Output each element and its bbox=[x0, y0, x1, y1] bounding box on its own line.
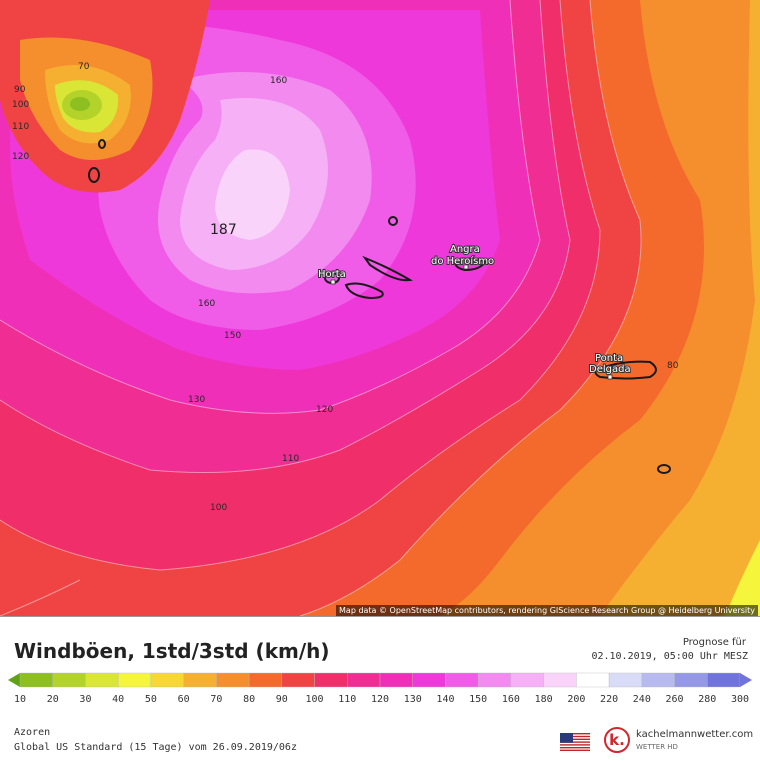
scale-swatch bbox=[183, 672, 217, 688]
us-flag-icon[interactable] bbox=[560, 733, 590, 751]
island-corvo bbox=[98, 139, 106, 149]
map-title: Windböen, 1std/3std (km/h) bbox=[14, 639, 330, 663]
contour-label: 70 bbox=[78, 62, 90, 72]
region-name: Azoren bbox=[14, 727, 51, 738]
contour-label: 90 bbox=[14, 85, 26, 95]
band-50 bbox=[725, 540, 760, 616]
contour-label: 160 bbox=[270, 76, 287, 86]
scale-tick-label: 180 bbox=[535, 694, 553, 705]
contour-label: 80 bbox=[667, 361, 679, 371]
map-attribution: Map data © OpenStreetMap contributors, r… bbox=[336, 605, 758, 616]
scale-swatch bbox=[445, 672, 479, 688]
scale-swatch bbox=[379, 672, 413, 688]
contour-label: 100 bbox=[210, 503, 227, 513]
scale-swatch bbox=[216, 672, 250, 688]
scale-swatch bbox=[117, 672, 152, 688]
scale-tick-label: 140 bbox=[436, 694, 454, 705]
scale-tick-label: 150 bbox=[469, 694, 487, 705]
map-svg: 70 90 100 110 120 160 160 150 130 120 11… bbox=[0, 0, 760, 616]
scale-swatch bbox=[52, 672, 86, 688]
island-santa-maria bbox=[657, 464, 671, 474]
contour-label: 160 bbox=[198, 299, 215, 309]
contour-label: 100 bbox=[12, 100, 29, 110]
scale-swatch bbox=[281, 672, 315, 688]
max-gust-label: 187 bbox=[210, 222, 237, 238]
island-terceira bbox=[453, 257, 487, 272]
scale-tick-label: 130 bbox=[404, 694, 422, 705]
scale-swatch bbox=[641, 672, 675, 688]
city-marker-angra[interactable] bbox=[463, 264, 469, 270]
island-sao-miguel bbox=[594, 360, 657, 380]
scale-swatch bbox=[510, 672, 544, 688]
city-label-angra: Angra bbox=[450, 244, 480, 255]
scale-tick-label: 80 bbox=[243, 694, 255, 705]
band-200 bbox=[215, 149, 290, 240]
scale-tick-label: 30 bbox=[79, 694, 91, 705]
scale-swatch bbox=[85, 672, 119, 688]
forecast-time: 02.10.2019, 05:00 Uhr MESZ bbox=[591, 651, 748, 662]
scale-swatch bbox=[477, 672, 512, 688]
city-label-horta: Horta bbox=[318, 269, 346, 280]
scale-swatch bbox=[674, 672, 708, 688]
city-label-delgada: Delgada bbox=[589, 364, 631, 375]
kachelmann-logo[interactable]: k. kachelmannwetter.com WETTER HD bbox=[604, 725, 754, 757]
island-graciosa bbox=[388, 216, 398, 226]
scale-tick-label: 260 bbox=[666, 694, 684, 705]
scale-swatch bbox=[543, 672, 577, 688]
island-flores bbox=[88, 167, 100, 183]
scale-tick-label: 160 bbox=[502, 694, 520, 705]
model-run: Global US Standard (15 Tage) vom 26.09.2… bbox=[14, 742, 297, 753]
contour-lines bbox=[0, 0, 642, 616]
color-scale: 10 20 30 40 50 60 70 80 90 100 110 120 130 140 150 160 1… bbox=[8, 672, 752, 705]
wind-gust-map[interactable]: 70 90 100 110 120 160 160 150 130 120 11… bbox=[0, 0, 760, 616]
city-marker-ponta-delgada[interactable] bbox=[607, 374, 613, 380]
scale-swatch bbox=[150, 672, 184, 688]
forecast-label: Prognose für bbox=[682, 637, 746, 648]
contour-label: 110 bbox=[12, 122, 29, 132]
scale-swatch bbox=[576, 672, 610, 688]
contour-label: 110 bbox=[282, 454, 299, 464]
scale-tick-label: 300 bbox=[731, 694, 749, 705]
scale-swatch bbox=[707, 672, 741, 688]
scale-tick-label: 100 bbox=[306, 694, 324, 705]
city-marker-horta[interactable] bbox=[330, 279, 336, 285]
island-sao-jorge bbox=[362, 255, 413, 282]
contour-label: 130 bbox=[188, 395, 205, 405]
calm-core bbox=[70, 97, 90, 111]
kachelmann-logo-icon: k. bbox=[604, 727, 630, 753]
scale-tick-label: 10 bbox=[14, 694, 26, 705]
scale-swatch bbox=[248, 672, 283, 688]
scale-tick-label: 70 bbox=[210, 694, 222, 705]
islands bbox=[88, 139, 671, 474]
scale-tick-label: 40 bbox=[112, 694, 124, 705]
scale-arrow-low bbox=[8, 673, 20, 687]
scale-tick-label: 200 bbox=[567, 694, 585, 705]
scale-tick-label: 240 bbox=[633, 694, 651, 705]
city-label-ponta: Ponta bbox=[595, 353, 623, 364]
scale-swatch bbox=[412, 672, 446, 688]
scale-swatch bbox=[347, 672, 381, 688]
scale-swatch bbox=[19, 672, 53, 688]
scale-tick-label: 60 bbox=[178, 694, 190, 705]
logo-subtitle: WETTER HD bbox=[636, 743, 678, 751]
city-label-angra-2: do Heroísmo bbox=[431, 255, 494, 267]
scale-swatch bbox=[314, 672, 348, 688]
legend-footer: Windböen, 1std/3std (km/h) Prognose für … bbox=[0, 616, 760, 761]
scale-tick-label: 280 bbox=[698, 694, 716, 705]
logo-name: kachelmannwetter.com bbox=[636, 729, 754, 740]
island-pico bbox=[344, 282, 384, 300]
contour-label: 120 bbox=[316, 405, 333, 415]
scale-swatch bbox=[608, 672, 643, 688]
contour-label: 150 bbox=[224, 331, 241, 341]
contour-label: 120 bbox=[12, 152, 29, 162]
scale-tick-label: 110 bbox=[338, 694, 356, 705]
scale-tick-label: 90 bbox=[276, 694, 288, 705]
scale-tick-label: 20 bbox=[47, 694, 59, 705]
scale-tick-label: 220 bbox=[600, 694, 618, 705]
scale-arrow-high bbox=[740, 673, 752, 687]
scale-tick-label: 120 bbox=[371, 694, 389, 705]
scale-tick-label: 50 bbox=[145, 694, 157, 705]
